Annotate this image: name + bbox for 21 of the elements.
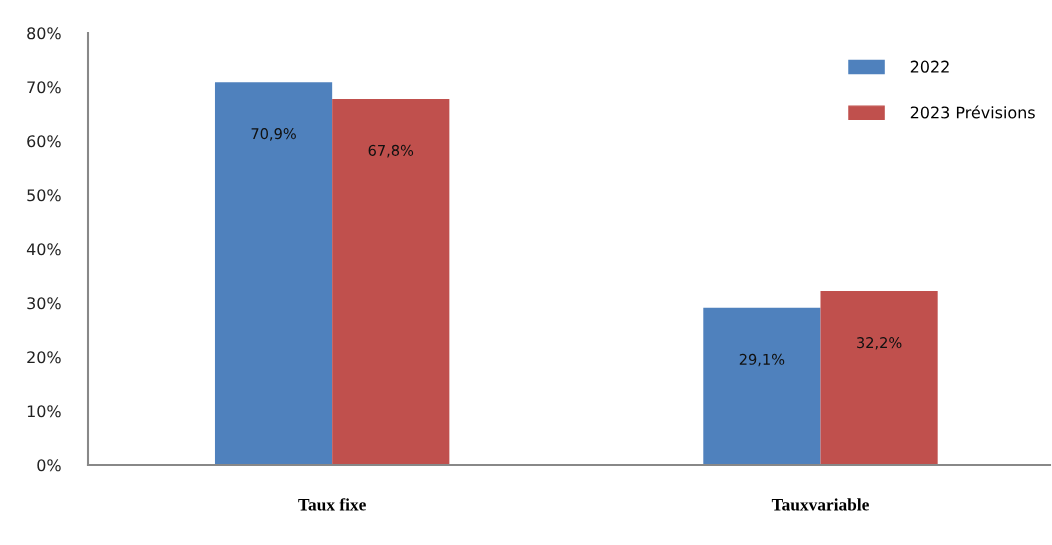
- y-tick-label: 40%: [26, 243, 61, 256]
- y-tick-label: 80%: [27, 27, 61, 40]
- data-label: 70,9%: [251, 128, 296, 141]
- y-tick-label: 0%: [37, 459, 61, 472]
- bar: [820, 291, 938, 465]
- data-label: 67,8%: [368, 144, 414, 158]
- bar: [214, 82, 333, 465]
- data-label: 29,1%: [739, 353, 785, 367]
- y-tick-label: 50%: [27, 189, 61, 202]
- y-tick-label: 70%: [27, 81, 61, 94]
- legend-label: 2022: [910, 60, 949, 73]
- x-tick-label: Tauxvariable: [771, 498, 869, 511]
- y-tick-label: 20%: [27, 351, 61, 364]
- x-tick-label: Taux fixe: [298, 498, 366, 511]
- y-tick-label: 30%: [27, 297, 61, 310]
- y-tick-label: 60%: [27, 135, 61, 148]
- bar: [332, 98, 450, 465]
- data-label: 32,2%: [857, 337, 902, 350]
- bar: [703, 307, 821, 465]
- y-tick-label: 10%: [27, 405, 61, 418]
- legend-label: 2023 Prévisions: [910, 105, 1035, 119]
